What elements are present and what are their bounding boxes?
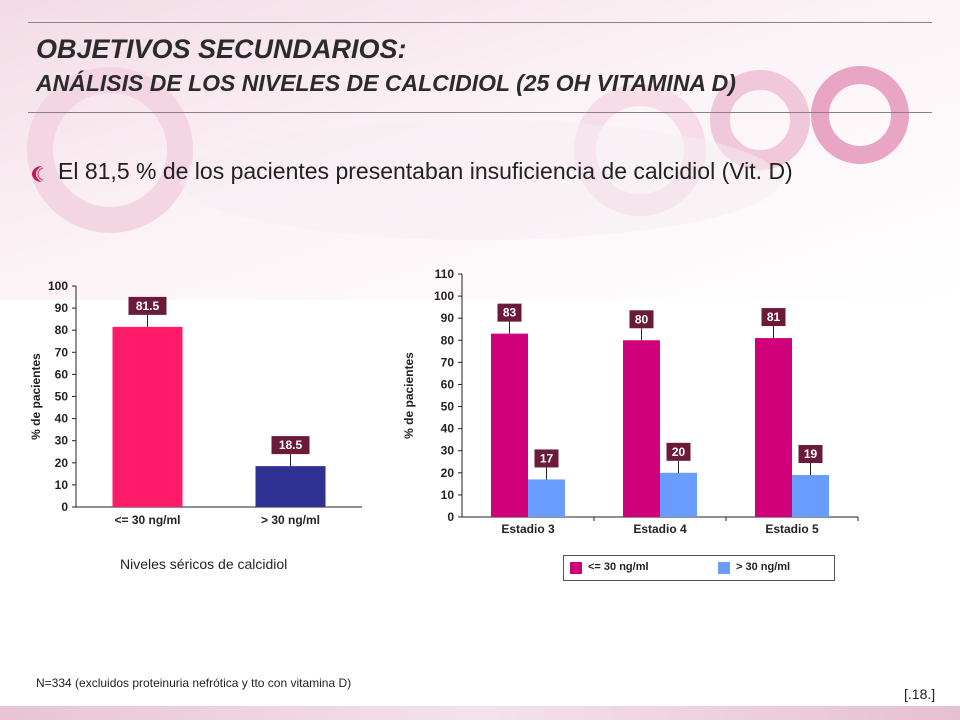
chart1-y-tick-label: 0: [61, 500, 68, 514]
chart2-bar: [491, 333, 528, 517]
chart1-y-tick-label: 60: [55, 367, 69, 381]
chart2-bar-label: 80: [635, 312, 649, 326]
chart2-bar-label-box: [534, 449, 559, 468]
chart2-x-tick-label: Estadio 4: [633, 522, 687, 536]
footnote: N=334 (excluidos proteinuria nefrótica y…: [36, 676, 352, 690]
key-finding-text: El 81,5 % de los pacientes presentaban i…: [58, 158, 793, 184]
chart2-bar: [660, 472, 697, 517]
chart2-bar-label-box: [761, 308, 786, 327]
chart2-y-tick-label: 40: [441, 422, 455, 436]
chart2-bar: [623, 340, 660, 517]
chart2-bar: [528, 479, 565, 517]
chart2-y-tick-label: 110: [435, 267, 455, 281]
chart1-bar: [112, 326, 183, 507]
chart2-bar-label: 17: [540, 451, 554, 465]
page-number: [.18.]: [904, 686, 936, 702]
chart2-legend: <= 30 ng/ml > 30 ng/ml: [563, 555, 835, 581]
chart2-y-tick-label: 0: [447, 510, 454, 524]
chart2-x-tick-label: Estadio 5: [765, 522, 819, 536]
legend-label-series-1: <= 30 ng/ml: [588, 561, 649, 573]
legend-swatch-series-2: [718, 562, 730, 574]
chart2-bar-label-box: [666, 442, 691, 461]
chart1-bar: [255, 466, 326, 507]
pink-bullet-icon: [32, 166, 44, 182]
bottom-band: [0, 706, 960, 720]
chart2-y-tick-label: 50: [441, 400, 455, 414]
chart1-y-tick-label: 80: [55, 323, 69, 337]
chart1-bar-label: 81.5: [136, 299, 160, 313]
chart1-y-tick-label: 10: [55, 478, 69, 492]
legend-label-series-2: > 30 ng/ml: [736, 561, 791, 573]
chart1-y-tick-label: 20: [55, 456, 69, 470]
chart2-bar-label: 20: [672, 445, 686, 459]
page-subtitle: ANÁLISIS DE LOS NIVELES DE CALCIDIOL (25…: [36, 70, 736, 96]
chart2-bar-label: 19: [804, 447, 818, 461]
page-title: OBJETIVOS SECUNDARIOS:: [36, 34, 407, 64]
chart2-bar: [792, 475, 829, 517]
legend-swatch-series-1: [570, 562, 582, 574]
chart2-y-tick-label: 60: [441, 377, 455, 391]
chart1-x-axis-caption: Niveles séricos de calcidiol: [120, 556, 288, 572]
chart2-bar: [755, 338, 792, 517]
chart2-bar-label-box: [798, 445, 823, 464]
chart1-bar-label: 18.5: [279, 438, 303, 452]
chart2-y-tick-label: 70: [441, 355, 455, 369]
chart1-y-tick-label: 50: [55, 390, 69, 404]
chart2-y-tick-label: 80: [441, 333, 455, 347]
header-top-rule: [28, 22, 932, 23]
chart2-bar-label-box: [629, 310, 654, 329]
chart1-y-tick-label: 90: [55, 301, 69, 315]
chart1-x-tick-label: > 30 ng/ml: [261, 513, 320, 527]
chart1-y-tick-label: 30: [55, 434, 69, 448]
chart1-y-axis-label: % de pacientes: [29, 353, 43, 440]
chart2-y-tick-label: 90: [441, 311, 455, 325]
chart2-y-tick-label: 10: [441, 488, 455, 502]
chart2-y-axis-label: % de pacientes: [402, 352, 416, 439]
chart2-bar-label: 81: [767, 310, 781, 324]
chart1-y-tick-label: 40: [55, 412, 69, 426]
chart1-bar-label-box: [128, 296, 167, 315]
chart2-bar-label: 83: [503, 306, 517, 320]
chart2-y-tick-label: 100: [434, 289, 454, 303]
header-bottom-rule: [28, 112, 932, 113]
chart1-y-tick-label: 70: [55, 345, 69, 359]
chart1-x-tick-label: <= 30 ng/ml: [114, 513, 180, 527]
chart2-x-tick-label: Estadio 3: [501, 522, 555, 536]
chart2-y-tick-label: 20: [441, 466, 455, 480]
chart1-bar-label-box: [271, 436, 310, 455]
chart2-y-tick-label: 30: [441, 444, 455, 458]
chart2-bar-label-box: [497, 303, 522, 322]
chart1-y-tick-label: 100: [48, 279, 68, 293]
